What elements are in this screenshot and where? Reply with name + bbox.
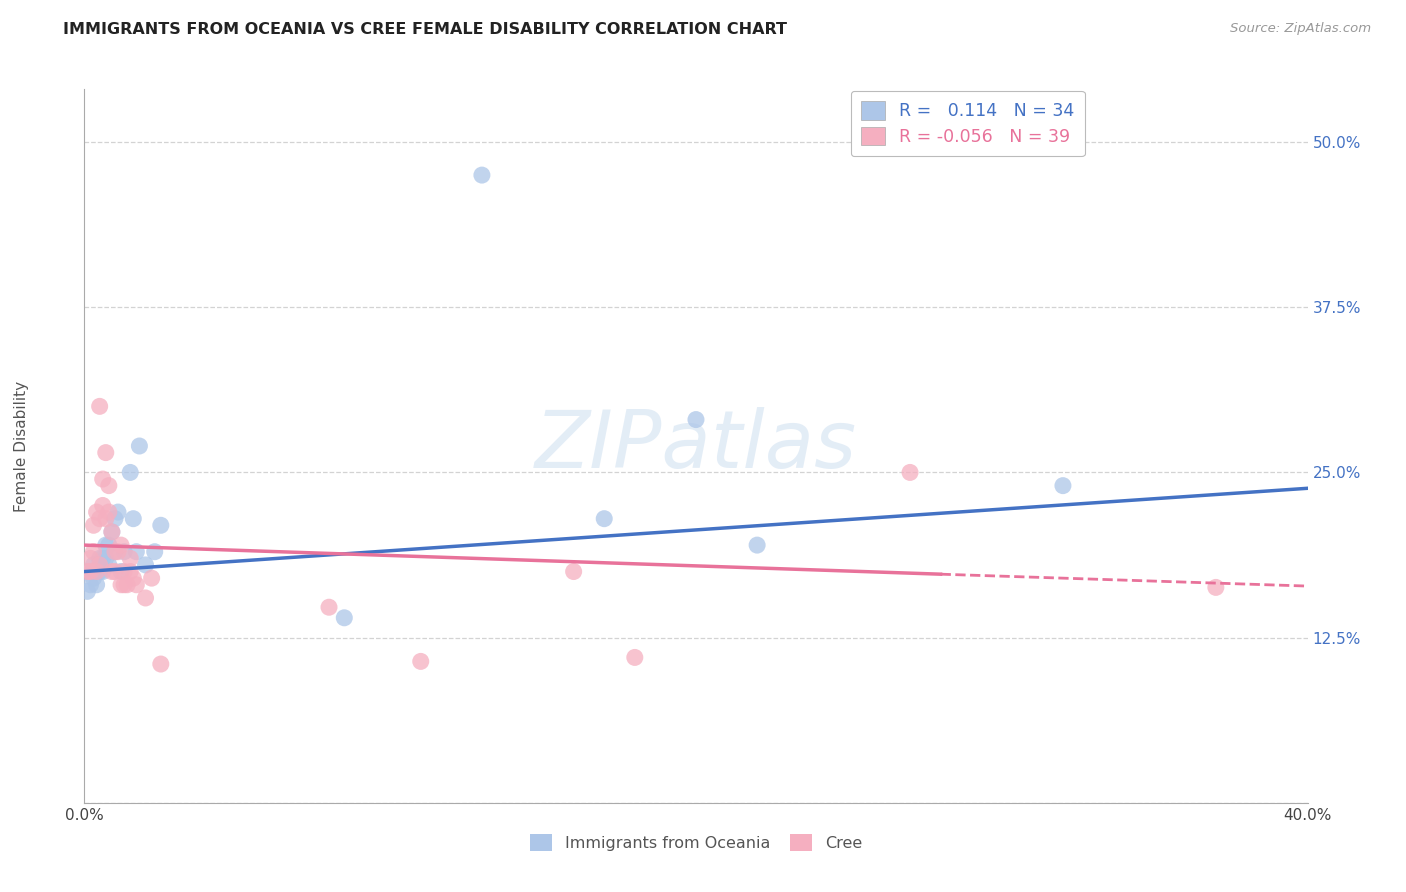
Point [112, 565, 135, 579]
Point [89, 558, 111, 572]
Point [135, 591, 157, 605]
Point [122, 511, 145, 525]
Point [83, 545, 105, 559]
Point [76, 565, 98, 579]
Point [149, 518, 172, 533]
Point [143, 545, 166, 559]
Point [89, 551, 111, 566]
Point [318, 600, 340, 615]
Legend: Immigrants from Oceania, Cree: Immigrants from Oceania, Cree [522, 827, 870, 859]
Point [94, 551, 117, 566]
Point [94, 445, 117, 459]
Point [110, 578, 132, 592]
Point [86, 505, 108, 519]
Point [141, 571, 163, 585]
Point [83, 571, 105, 585]
Point [898, 466, 921, 480]
Point [1205, 581, 1227, 595]
Point [149, 657, 172, 671]
Point [97, 538, 120, 552]
Point [101, 524, 124, 539]
Point [91, 472, 114, 486]
Point [76, 584, 98, 599]
Point [685, 412, 707, 426]
Point [97, 558, 120, 572]
Point [1052, 478, 1074, 492]
Point [624, 650, 647, 665]
Point [91, 499, 114, 513]
Point [593, 511, 616, 525]
Point [83, 558, 105, 572]
Point [94, 538, 117, 552]
Point [79, 578, 101, 592]
Point [471, 168, 494, 182]
Point [135, 558, 157, 572]
Point [125, 545, 148, 559]
Text: IMMIGRANTS FROM OCEANIA VS CREE FEMALE DISABILITY CORRELATION CHART: IMMIGRANTS FROM OCEANIA VS CREE FEMALE D… [63, 22, 787, 37]
Point [115, 578, 138, 592]
Point [120, 565, 142, 579]
Point [747, 538, 769, 552]
Point [94, 511, 117, 525]
Point [91, 551, 114, 566]
Point [409, 654, 432, 668]
Point [104, 545, 127, 559]
Point [86, 578, 108, 592]
Point [128, 439, 150, 453]
Point [89, 400, 111, 414]
Point [112, 545, 135, 559]
Point [89, 511, 111, 525]
Point [86, 565, 108, 579]
Point [79, 551, 101, 566]
Point [79, 565, 101, 579]
Point [101, 524, 124, 539]
Point [107, 545, 129, 559]
Point [110, 565, 132, 579]
Point [97, 478, 120, 492]
Text: Source: ZipAtlas.com: Source: ZipAtlas.com [1230, 22, 1371, 36]
Point [104, 565, 127, 579]
Point [333, 611, 356, 625]
Text: ZIPatlas: ZIPatlas [534, 407, 858, 485]
Point [107, 505, 129, 519]
Point [562, 565, 585, 579]
Point [110, 538, 132, 552]
Point [91, 565, 114, 579]
Point [112, 578, 135, 592]
Point [86, 565, 108, 579]
Point [120, 466, 142, 480]
Point [101, 565, 124, 579]
Point [122, 571, 145, 585]
Y-axis label: Female Disability: Female Disability [14, 380, 28, 512]
Point [120, 551, 142, 566]
Point [79, 565, 101, 579]
Point [125, 578, 148, 592]
Point [104, 511, 127, 525]
Point [104, 545, 127, 559]
Point [83, 518, 105, 533]
Point [97, 505, 120, 519]
Point [89, 565, 111, 579]
